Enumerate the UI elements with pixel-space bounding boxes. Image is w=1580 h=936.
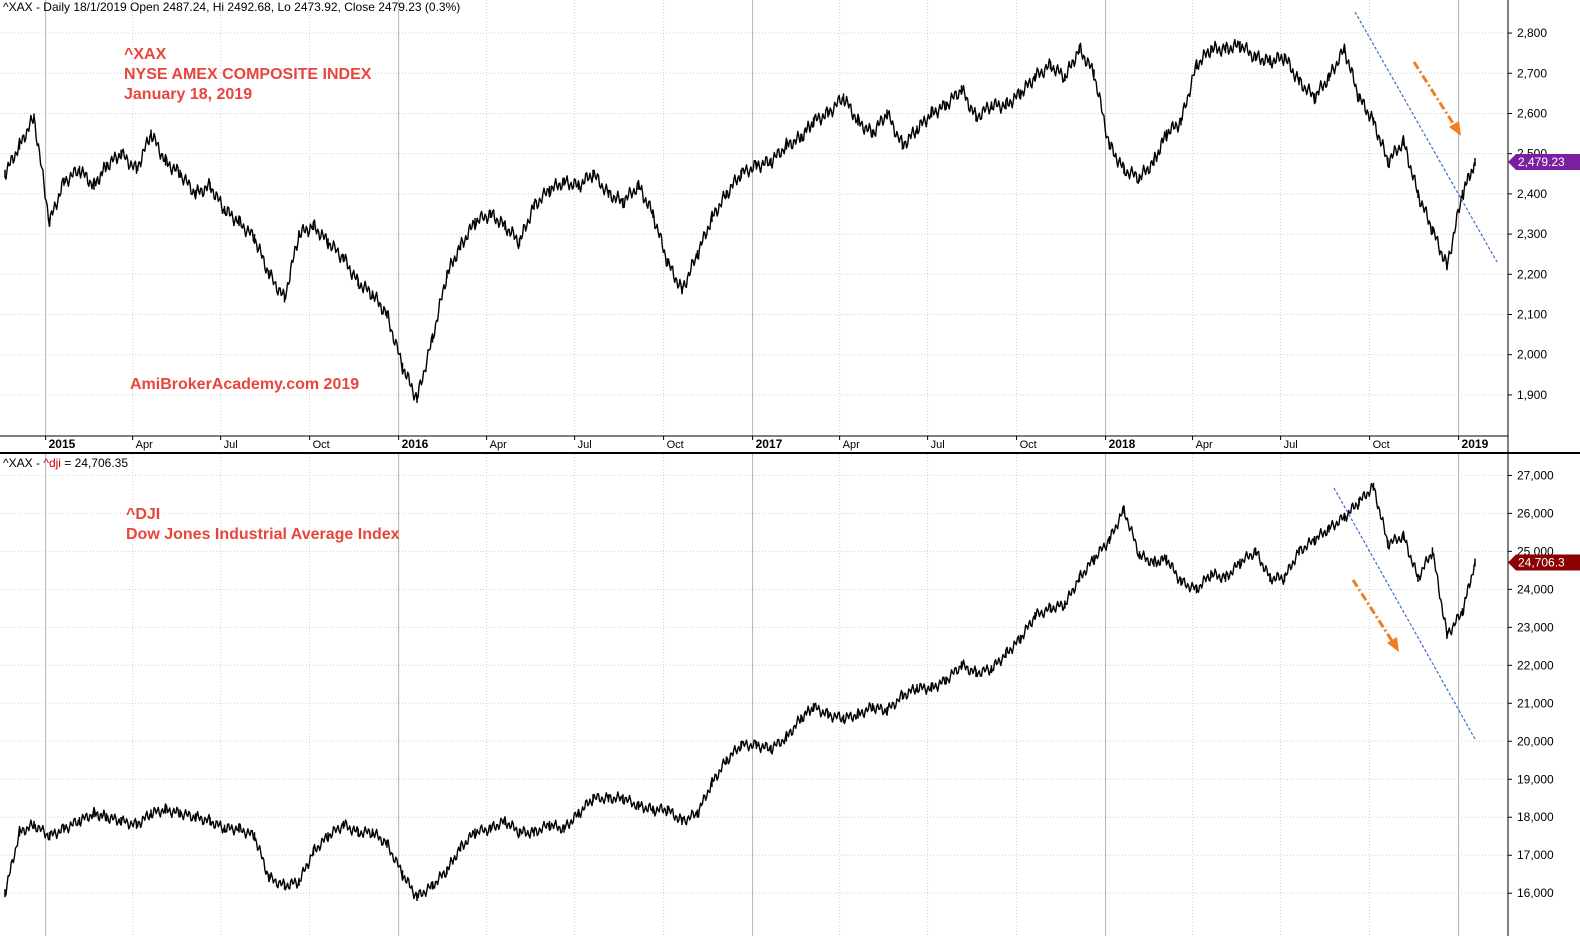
x-tick-label: Apr — [490, 439, 507, 451]
y-tick-label: 24,000 — [1517, 582, 1554, 596]
bottom-header-prefix: ^XAX - — [3, 456, 44, 470]
y-tick-label: 22,000 — [1517, 658, 1554, 672]
y-tick-label: 2,600 — [1517, 106, 1547, 120]
y-tick-label: 18,000 — [1517, 810, 1554, 824]
last-price-badge: 24,706.3 — [1508, 554, 1580, 571]
last-price-badge-bg — [1508, 154, 1580, 171]
last-price-badge-bg — [1508, 554, 1580, 571]
x-tick-label: 2016 — [402, 437, 429, 451]
x-tick-label: Apr — [1196, 439, 1213, 451]
top-price-chart[interactable]: 2,8002,7002,6002,5002,4002,3002,2002,100… — [0, 0, 1580, 452]
x-tick-label: Jul — [1284, 439, 1298, 451]
y-tick-label: 16,000 — [1517, 886, 1554, 900]
x-tick-label: 2019 — [1462, 437, 1489, 451]
y-tick-label: 2,700 — [1517, 66, 1547, 80]
trend-arrow-head — [1449, 121, 1461, 136]
y-tick-label: 2,300 — [1517, 227, 1547, 241]
bottom-chart-panel[interactable]: 27,000 26,000 25,000 24,000 23,000 22,000 21,0… — [0, 454, 1580, 936]
x-tick-label: 2017 — [756, 437, 783, 451]
top-chart-header: ^XAX - Daily 18/1/2019 Open 2487.24, Hi … — [3, 0, 461, 14]
x-tick-label: Apr — [843, 439, 860, 451]
x-tick-label: 2015 — [49, 437, 76, 451]
y-tick-label: 2,100 — [1517, 307, 1547, 321]
trend-arrow-shaft — [1412, 61, 1458, 129]
watermark-text: AmiBrokerAcademy.com 2019 — [130, 376, 360, 393]
bottom-annotation: ^DJI Dow Jones Industrial Average Index — [126, 505, 400, 545]
top-annotation-symbol: ^XAX — [124, 46, 167, 63]
x-tick-label: Oct — [1373, 439, 1390, 451]
bottom-header-symbol: ^dji — [43, 456, 61, 470]
x-tick-label: Jul — [224, 439, 238, 451]
y-tick-label: 20,000 — [1517, 734, 1554, 748]
y-tick-label: 2,400 — [1517, 187, 1547, 201]
trend-arrow-shaft — [1351, 579, 1396, 645]
last-price-badge: 2,479.23 — [1508, 154, 1580, 171]
x-tick-label: Oct — [667, 439, 684, 451]
trend-arrow-head — [1387, 637, 1399, 652]
price-series-line — [4, 482, 1476, 900]
y-tick-label: 23,000 — [1517, 620, 1554, 634]
panel-divider[interactable] — [0, 452, 1580, 454]
y-tick-label: 2,200 — [1517, 267, 1547, 281]
y-tick-label: 17,000 — [1517, 848, 1554, 862]
last-price-label: 2,479.23 — [1518, 155, 1565, 169]
y-tick-label: 2,000 — [1517, 348, 1547, 362]
x-tick-label: Oct — [1020, 439, 1037, 451]
top-chart-panel[interactable]: 2,800 2,700 2,600 2,500 2,400 2,300 2,200 2,100… — [0, 0, 1580, 452]
x-tick-label: 2018 — [1109, 437, 1136, 451]
downtrend-line — [1354, 11, 1498, 263]
y-tick-label: 2,800 — [1517, 26, 1547, 40]
price-series-line — [4, 38, 1476, 401]
bottom-annotation-index-name: Dow Jones Industrial Average Index — [126, 526, 400, 543]
x-tick-label: Oct — [313, 439, 330, 451]
y-tick-label: 19,000 — [1517, 772, 1554, 786]
y-tick-label: 26,000 — [1517, 506, 1554, 520]
bottom-price-chart[interactable]: 27,00026,00025,00024,00023,00022,00021,0… — [0, 454, 1580, 936]
y-tick-label: 21,000 — [1517, 696, 1554, 710]
top-annotation-date: January 18, 2019 — [124, 86, 253, 103]
x-tick-label: Jul — [931, 439, 945, 451]
last-price-label: 24,706.3 — [1518, 556, 1565, 570]
y-tick-label: 27,000 — [1517, 468, 1554, 482]
bottom-annotation-symbol: ^DJI — [126, 506, 161, 523]
bottom-header-value: = 24,706.35 — [60, 456, 129, 470]
downtrend-line — [1333, 487, 1476, 740]
x-tick-label: Jul — [578, 439, 592, 451]
top-annotation: ^XAX NYSE AMEX COMPOSITE INDEX January 1… — [124, 45, 371, 105]
x-tick-label: Apr — [136, 439, 153, 451]
y-tick-label: 1,900 — [1517, 388, 1547, 402]
top-annotation-index-name: NYSE AMEX COMPOSITE INDEX — [124, 66, 372, 83]
bottom-chart-header: ^XAX - ^dji = 24,706.35 — [3, 456, 128, 470]
